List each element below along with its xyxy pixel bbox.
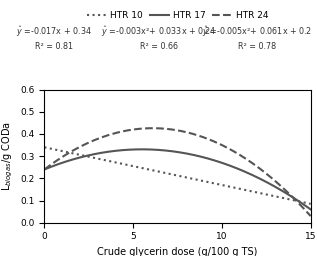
X-axis label: Crude glycerin dose (g/100 g TS): Crude glycerin dose (g/100 g TS) xyxy=(97,247,258,256)
Text: $\hat{y}$ =-0.005x²+ 0.061x + 0.2: $\hat{y}$ =-0.005x²+ 0.061x + 0.2 xyxy=(202,24,312,39)
Text: R² = 0.78: R² = 0.78 xyxy=(238,42,276,51)
Text: R² = 0.81: R² = 0.81 xyxy=(35,42,73,51)
Text: $\hat{y}$ =-0.017x + 0.34: $\hat{y}$ =-0.017x + 0.34 xyxy=(16,24,92,39)
Y-axis label: L$_{biogas}$/g CODa: L$_{biogas}$/g CODa xyxy=(0,121,15,191)
Text: R² = 0.66: R² = 0.66 xyxy=(139,42,178,51)
Text: $\hat{y}$ =-0.003x²+ 0.033x + 0.24: $\hat{y}$ =-0.003x²+ 0.033x + 0.24 xyxy=(101,24,216,39)
Legend: HTR 10, HTR 17, HTR 24: HTR 10, HTR 17, HTR 24 xyxy=(83,7,272,23)
